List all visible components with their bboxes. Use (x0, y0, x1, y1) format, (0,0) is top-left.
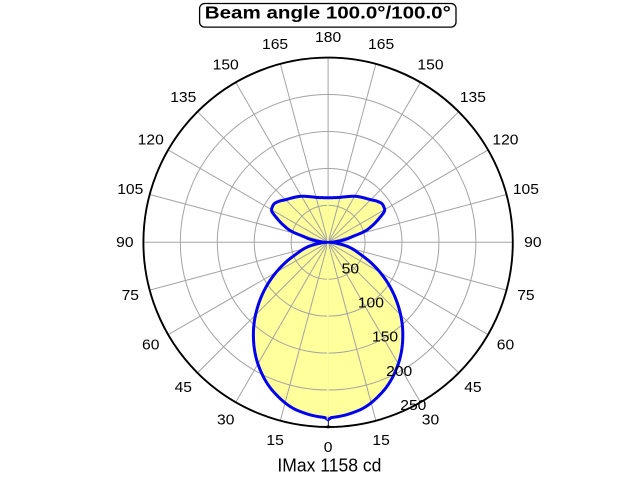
svg-text:100: 100 (358, 296, 384, 312)
svg-text:IMax 1158 cd: IMax 1158 cd (277, 456, 381, 476)
svg-text:60: 60 (142, 337, 159, 353)
svg-text:150: 150 (213, 58, 239, 74)
svg-text:30: 30 (217, 412, 234, 428)
svg-text:45: 45 (464, 380, 481, 396)
svg-text:165: 165 (262, 37, 288, 53)
svg-text:90: 90 (524, 235, 541, 251)
svg-text:50: 50 (342, 261, 359, 277)
svg-text:165: 165 (368, 37, 394, 53)
svg-text:120: 120 (492, 133, 518, 149)
svg-text:200: 200 (386, 364, 412, 380)
svg-text:150: 150 (372, 330, 398, 346)
svg-text:90: 90 (116, 235, 133, 251)
svg-text:30: 30 (422, 412, 439, 428)
svg-text:105: 105 (513, 182, 539, 198)
svg-text:250: 250 (400, 398, 426, 414)
svg-text:135: 135 (170, 90, 196, 106)
svg-text:0: 0 (324, 440, 333, 456)
svg-text:180: 180 (315, 30, 341, 46)
svg-text:45: 45 (175, 380, 192, 396)
svg-text:75: 75 (517, 288, 534, 304)
svg-text:Beam angle 100.0°/100.0°: Beam angle 100.0°/100.0° (205, 3, 451, 23)
svg-text:135: 135 (460, 90, 486, 106)
svg-text:15: 15 (266, 433, 283, 449)
svg-text:105: 105 (117, 182, 143, 198)
svg-text:60: 60 (497, 337, 514, 353)
svg-text:120: 120 (138, 133, 164, 149)
svg-text:75: 75 (122, 288, 139, 304)
svg-text:150: 150 (417, 58, 443, 74)
svg-text:15: 15 (372, 433, 389, 449)
